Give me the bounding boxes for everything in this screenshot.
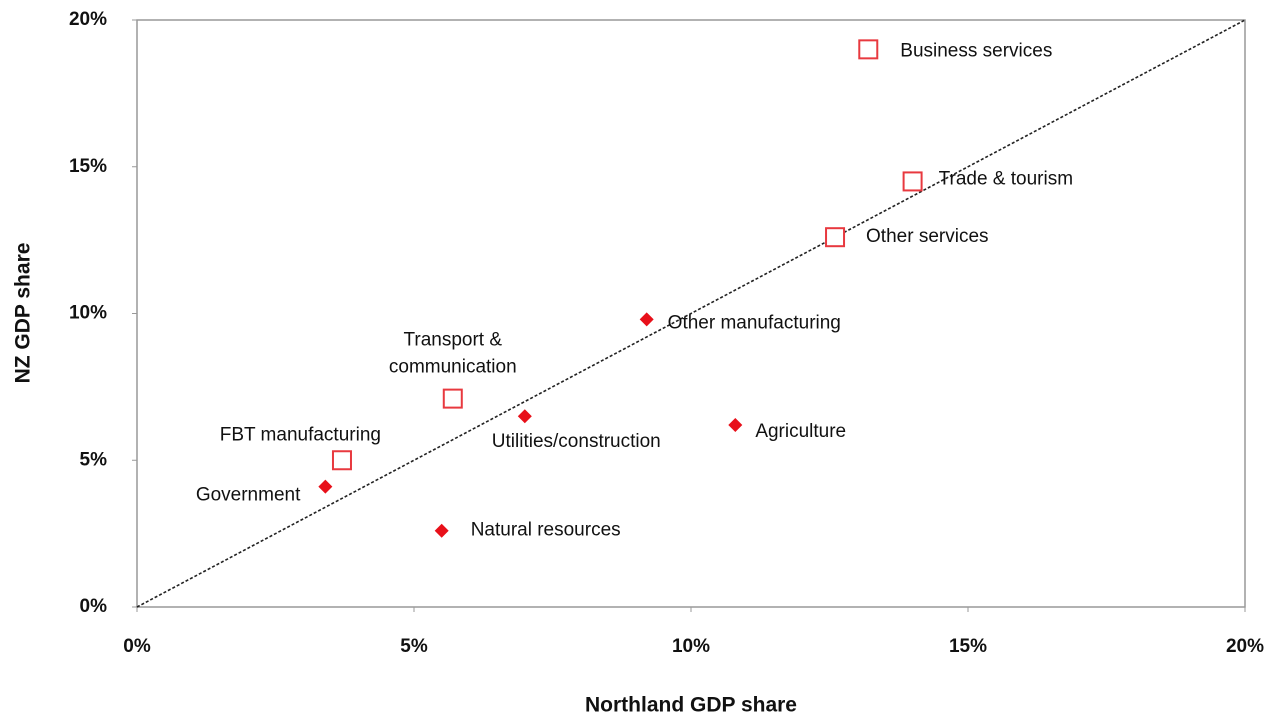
point-label: Other services [866, 226, 988, 247]
reference-line [136, 19, 1246, 608]
point-label: Government [196, 485, 301, 506]
square-marker [902, 171, 923, 192]
y-tick-label: 10% [69, 303, 107, 324]
point-label: FBT manufacturing [220, 424, 381, 445]
y-tick-label: 20% [69, 9, 107, 30]
y-tick-label: 5% [80, 449, 108, 470]
point-label: Natural resources [471, 520, 621, 541]
diamond-marker [639, 312, 654, 327]
square-marker [331, 450, 352, 471]
y-axis-title: NZ GDP share [12, 243, 35, 384]
square-marker [825, 227, 846, 248]
x-tick-label: 0% [123, 636, 151, 657]
point-label: Other manufacturing [668, 312, 841, 333]
diamond-marker [318, 479, 333, 494]
diamond-marker [728, 418, 743, 433]
point-label: Business services [900, 40, 1052, 61]
point-label: Transport & [403, 330, 502, 351]
x-tick-label: 10% [672, 636, 710, 657]
x-tick-label: 20% [1226, 636, 1264, 657]
diamond-marker [434, 523, 449, 538]
point-label: Agriculture [755, 421, 846, 442]
point-label: communication [389, 357, 517, 378]
diamond-marker [517, 409, 532, 424]
square-marker [858, 39, 879, 60]
square-marker [442, 388, 463, 409]
y-tick-label: 0% [80, 596, 108, 617]
x-axis-title: Northland GDP share [585, 694, 797, 717]
y-tick-label: 15% [69, 156, 107, 177]
x-tick-label: 15% [949, 636, 987, 657]
point-label: Utilities/construction [492, 431, 661, 452]
x-tick-label: 5% [400, 636, 428, 657]
point-label: Trade & tourism [939, 168, 1073, 189]
